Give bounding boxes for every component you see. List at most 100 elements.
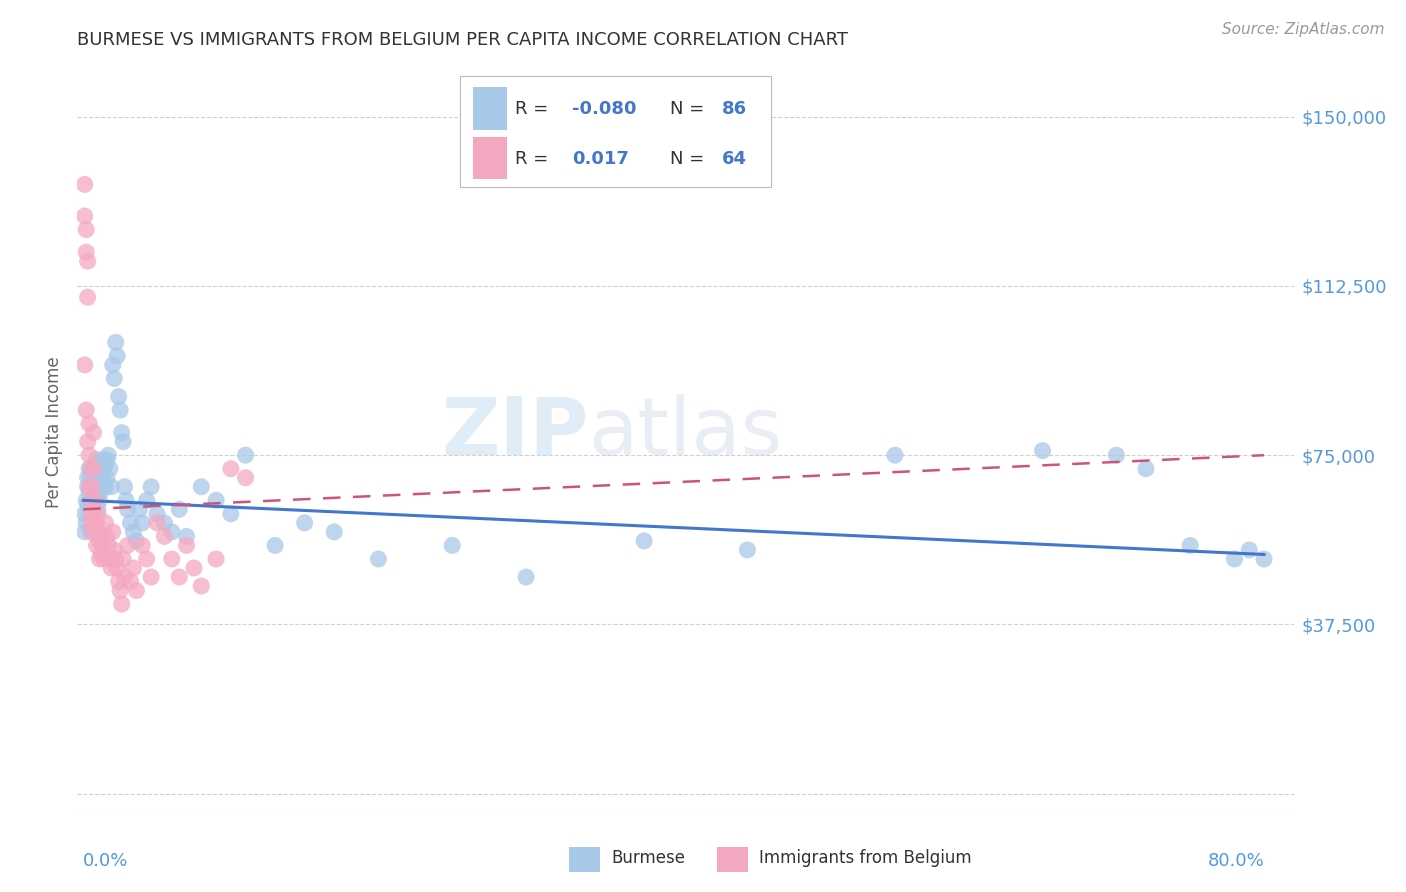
Point bbox=[128, 502, 150, 516]
Point bbox=[153, 529, 176, 543]
Point bbox=[86, 489, 108, 503]
Point bbox=[105, 561, 128, 575]
Point bbox=[91, 452, 114, 467]
Point bbox=[77, 480, 100, 494]
Point bbox=[73, 507, 96, 521]
Point bbox=[135, 493, 157, 508]
Point bbox=[101, 358, 124, 372]
Point bbox=[84, 493, 107, 508]
Point bbox=[633, 533, 655, 548]
Text: 86: 86 bbox=[721, 100, 747, 118]
Point bbox=[93, 480, 115, 494]
Point bbox=[77, 484, 100, 499]
Point bbox=[83, 461, 105, 475]
Text: atlas: atlas bbox=[588, 393, 783, 472]
Y-axis label: Per Capita Income: Per Capita Income bbox=[45, 357, 63, 508]
Point bbox=[73, 358, 96, 372]
Point bbox=[515, 570, 537, 584]
Point bbox=[146, 507, 169, 521]
Point bbox=[120, 516, 142, 530]
Point bbox=[105, 349, 128, 363]
Point bbox=[101, 524, 124, 539]
Point bbox=[91, 538, 114, 552]
Point bbox=[139, 570, 162, 584]
Point bbox=[94, 480, 117, 494]
Point bbox=[93, 552, 115, 566]
FancyBboxPatch shape bbox=[460, 76, 770, 187]
Text: R =: R = bbox=[515, 100, 554, 118]
Point bbox=[219, 507, 242, 521]
Point bbox=[77, 461, 100, 475]
Point bbox=[104, 335, 127, 350]
Text: 64: 64 bbox=[721, 150, 747, 168]
Point bbox=[80, 461, 103, 475]
Point bbox=[96, 529, 118, 543]
Point bbox=[87, 502, 110, 516]
Point bbox=[84, 516, 107, 530]
Point bbox=[76, 480, 98, 494]
Point bbox=[86, 452, 108, 467]
Point bbox=[205, 552, 228, 566]
Point bbox=[87, 480, 110, 494]
Text: BURMESE VS IMMIGRANTS FROM BELGIUM PER CAPITA INCOME CORRELATION CHART: BURMESE VS IMMIGRANTS FROM BELGIUM PER C… bbox=[77, 31, 848, 49]
Point bbox=[96, 452, 118, 467]
Point bbox=[83, 467, 105, 481]
Point bbox=[86, 538, 108, 552]
Point bbox=[122, 561, 145, 575]
Point bbox=[84, 480, 107, 494]
Point bbox=[114, 570, 136, 584]
Point bbox=[737, 543, 759, 558]
Point bbox=[97, 538, 120, 552]
Point bbox=[89, 533, 111, 548]
Point bbox=[146, 516, 169, 530]
Point bbox=[83, 425, 105, 440]
Point bbox=[75, 516, 97, 530]
Point bbox=[107, 390, 129, 404]
Bar bbox=[472, 87, 506, 129]
Point bbox=[83, 489, 105, 503]
Point bbox=[367, 552, 389, 566]
Point bbox=[219, 461, 242, 475]
Point bbox=[103, 543, 125, 558]
Point bbox=[112, 434, 135, 449]
Point bbox=[100, 480, 122, 494]
Point bbox=[97, 448, 120, 462]
Point bbox=[86, 516, 108, 530]
Point bbox=[160, 524, 183, 539]
Point bbox=[160, 552, 183, 566]
Point bbox=[98, 552, 121, 566]
Point bbox=[90, 484, 112, 499]
Point bbox=[77, 417, 100, 431]
Point bbox=[131, 516, 153, 530]
Point bbox=[205, 493, 228, 508]
Point bbox=[73, 209, 96, 223]
Point bbox=[120, 574, 142, 589]
Point bbox=[167, 570, 190, 584]
Point bbox=[79, 516, 101, 530]
Point bbox=[264, 538, 287, 552]
Point bbox=[122, 524, 145, 539]
Point bbox=[75, 493, 97, 508]
Point bbox=[139, 480, 162, 494]
Point bbox=[77, 448, 100, 462]
Point bbox=[98, 461, 121, 475]
Point bbox=[77, 507, 100, 521]
Point bbox=[84, 457, 107, 471]
Point bbox=[135, 552, 157, 566]
Text: 0.017: 0.017 bbox=[572, 150, 630, 168]
Point bbox=[323, 524, 346, 539]
Point bbox=[153, 516, 176, 530]
Point bbox=[235, 448, 257, 462]
Point bbox=[76, 434, 98, 449]
Point bbox=[80, 524, 103, 539]
Point bbox=[84, 493, 107, 508]
Point bbox=[75, 403, 97, 417]
Point bbox=[83, 507, 105, 521]
Point bbox=[1223, 552, 1246, 566]
Point bbox=[441, 538, 464, 552]
Point bbox=[94, 516, 117, 530]
Point bbox=[110, 597, 132, 611]
Point bbox=[1135, 461, 1157, 475]
Point bbox=[125, 583, 148, 598]
Point bbox=[83, 507, 105, 521]
